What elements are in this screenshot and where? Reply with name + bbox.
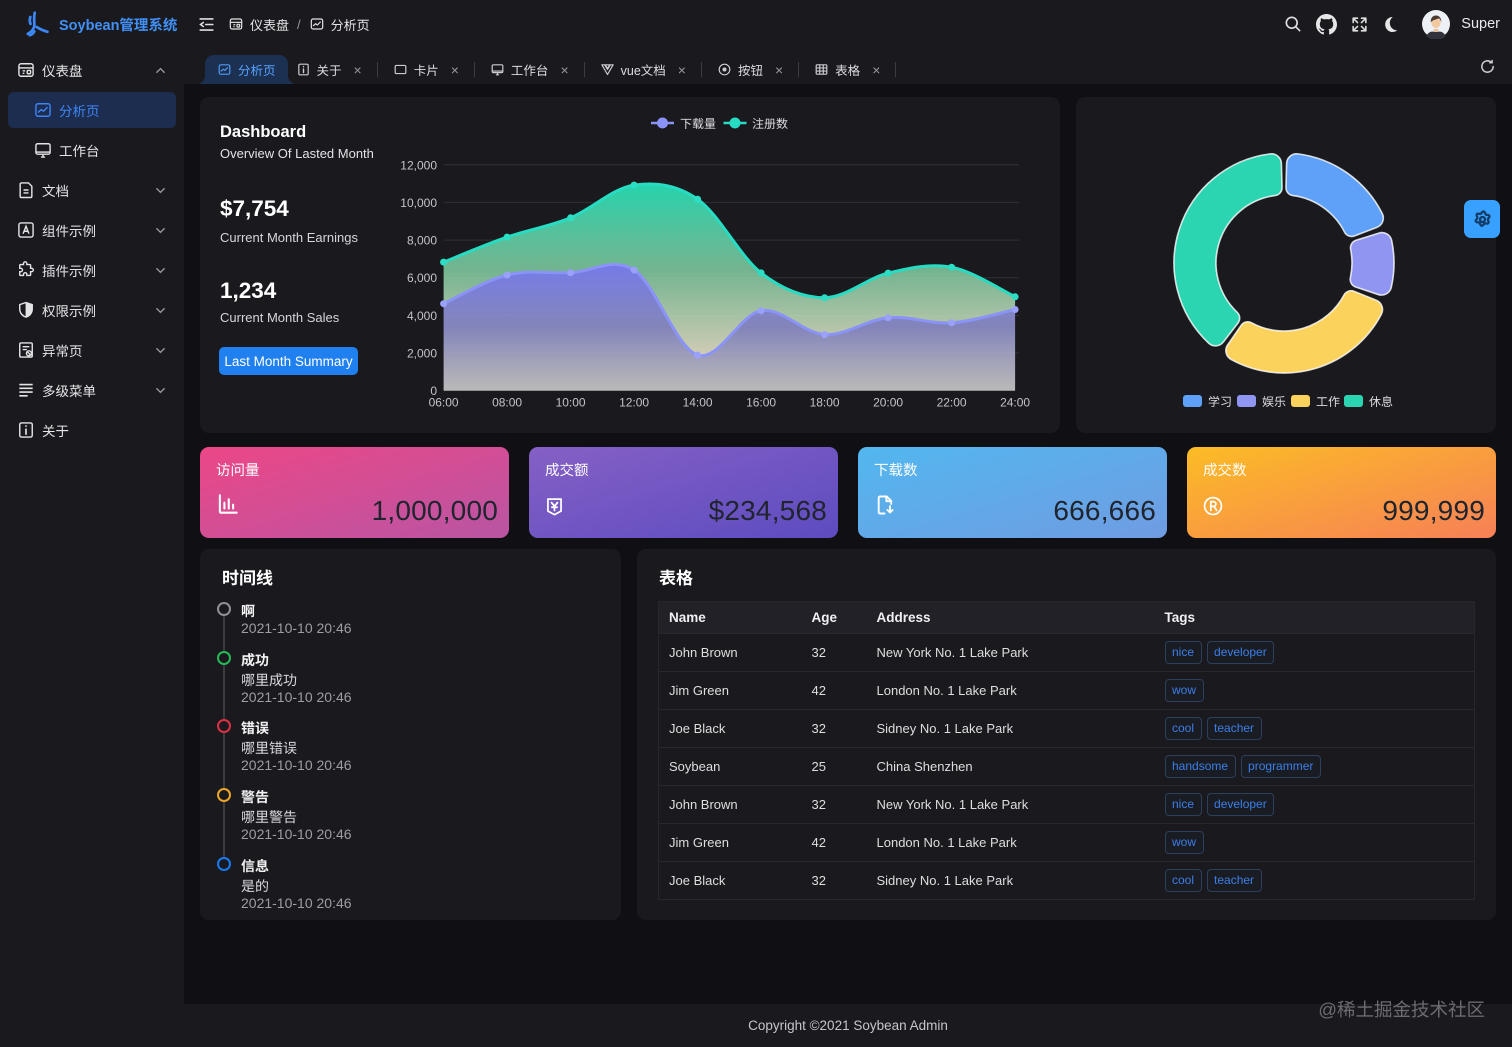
svg-text:学习: 学习 <box>1208 395 1232 409</box>
svg-text:娱乐: 娱乐 <box>1262 395 1286 409</box>
svg-text:8,000: 8,000 <box>407 234 437 248</box>
svg-text:08:00: 08:00 <box>492 396 522 410</box>
svg-text:4,000: 4,000 <box>407 309 437 323</box>
svg-text:24:00: 24:00 <box>1000 396 1030 410</box>
svg-text:休息: 休息 <box>1369 395 1393 409</box>
svg-text:0: 0 <box>430 384 437 398</box>
svg-text:06:00: 06:00 <box>429 396 459 410</box>
svg-text:2,000: 2,000 <box>407 347 437 361</box>
svg-text:10,000: 10,000 <box>400 196 437 210</box>
svg-text:12:00: 12:00 <box>619 396 649 410</box>
svg-text:工作: 工作 <box>1316 395 1340 409</box>
svg-text:16:00: 16:00 <box>746 396 776 410</box>
svg-text:14:00: 14:00 <box>683 396 713 410</box>
svg-text:注册数: 注册数 <box>752 117 788 131</box>
svg-text:12,000: 12,000 <box>400 158 437 172</box>
svg-text:22:00: 22:00 <box>937 396 967 410</box>
svg-text:下载量: 下载量 <box>680 117 716 131</box>
svg-text:6,000: 6,000 <box>407 271 437 285</box>
svg-text:18:00: 18:00 <box>810 396 840 410</box>
svg-text:20:00: 20:00 <box>873 396 903 410</box>
svg-text:10:00: 10:00 <box>556 396 586 410</box>
